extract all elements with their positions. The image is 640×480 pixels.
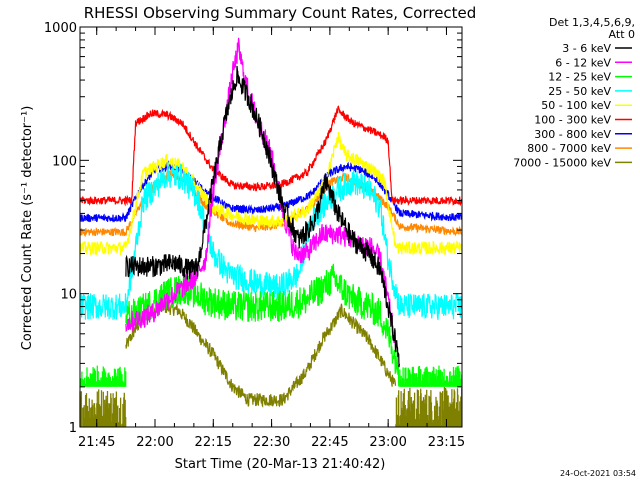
series-line [79, 105, 463, 207]
plot-area: NF110100100021:4522:0022:1522:3022:4523:… [44, 21, 465, 450]
y-tick-label: 100 [52, 154, 77, 169]
series-line [79, 161, 463, 320]
plot-frame [79, 26, 463, 428]
legend-label: 50 - 100 keV [541, 99, 611, 112]
legend-header-line-1: Det 1,3,4,5,6,9, [549, 16, 635, 29]
y-tick-label: 1 [69, 421, 77, 436]
y-axis-label: Corrected Count Rate (s⁻¹ detector⁻¹) [20, 106, 35, 351]
legend-label: 25 - 50 keV [548, 85, 611, 98]
chart-title: RHESSI Observing Summary Count Rates, Co… [84, 4, 477, 22]
x-tick-label: 22:30 [253, 435, 290, 450]
x-tick-label: 22:15 [195, 435, 232, 450]
footer-date: 24-Oct-2021 03:54 [560, 469, 636, 478]
y-tick-label: 10 [60, 288, 77, 303]
series-line [79, 160, 462, 223]
legend-label: 12 - 25 keV [548, 71, 611, 84]
series-line [125, 300, 397, 408]
x-tick-label: 22:00 [136, 435, 173, 450]
x-tick-label: 21:45 [78, 435, 115, 450]
legend-label: 7000 - 15000 keV [513, 156, 611, 169]
x-tick-label: 22:45 [311, 435, 348, 450]
legend-label: 6 - 12 keV [555, 56, 611, 69]
legend-label: 100 - 300 keV [534, 114, 611, 127]
series-line [79, 131, 463, 257]
series-line [125, 65, 400, 368]
x-tick-label: 23:00 [369, 435, 406, 450]
legend-label: 800 - 7000 keV [527, 142, 611, 155]
legend-label: 300 - 800 keV [534, 128, 611, 141]
legend-header-line-2: Att 0 [609, 28, 635, 41]
x-axis-label: Start Time (20-Mar-13 21:40:42) [175, 457, 386, 472]
x-tick-label: 23:15 [428, 435, 465, 450]
legend-label: 3 - 6 keV [562, 42, 611, 55]
y-tick-label: 1000 [44, 21, 77, 36]
